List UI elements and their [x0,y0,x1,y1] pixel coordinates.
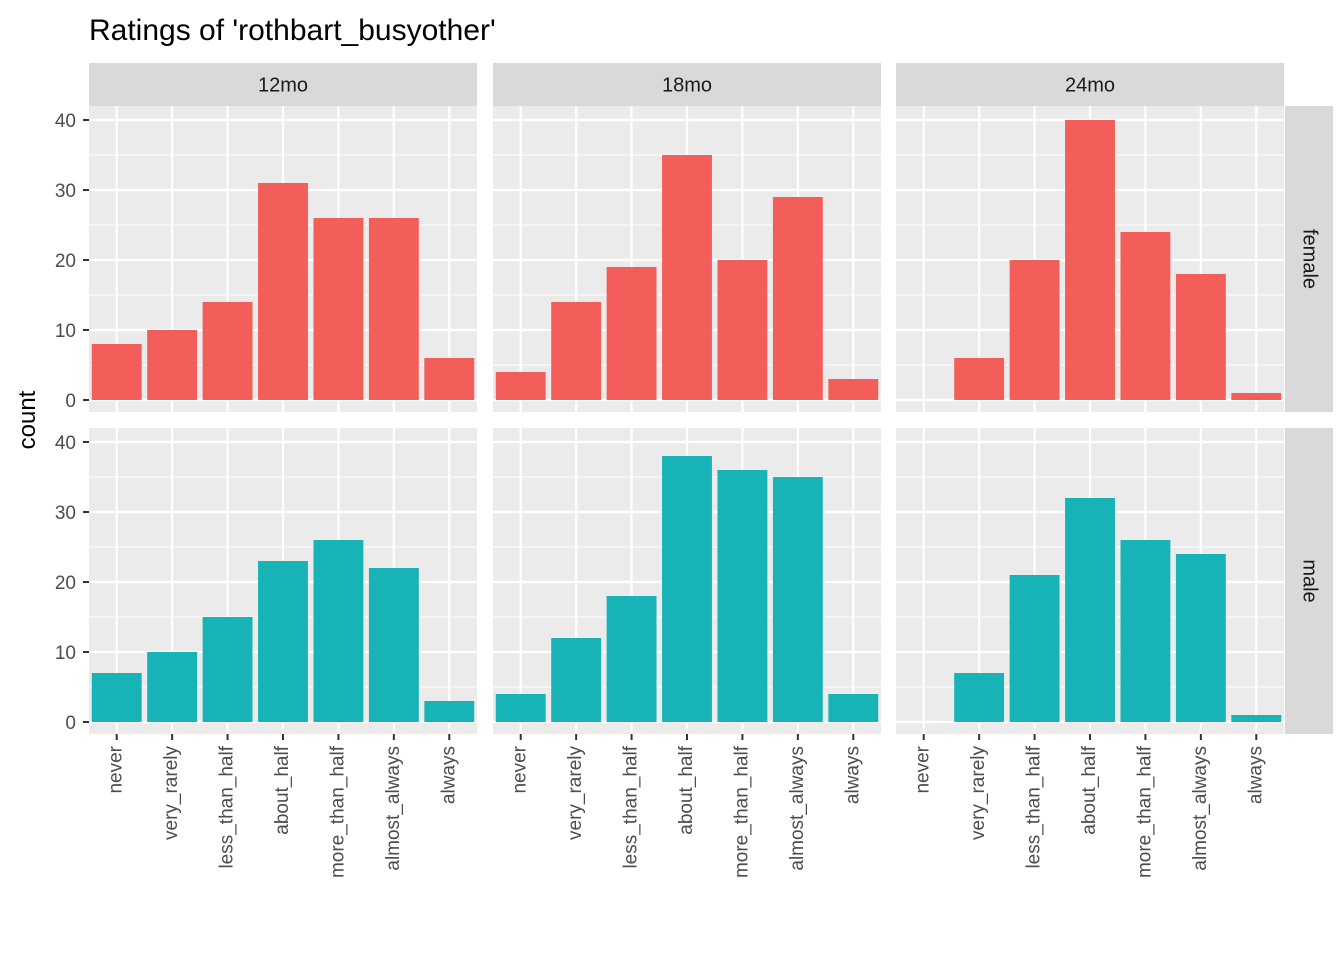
bar-almost_always [772,477,823,722]
bar-very_rarely [551,302,602,400]
chart-title: Ratings of 'rothbart_busyother' [89,14,496,47]
bar-very_rarely [954,358,1005,400]
bar-less_than_half [202,617,253,722]
bar-almost_always [1175,554,1226,722]
y-tick-label: 40 [55,111,76,132]
x-tick-label: very_rarely [565,746,586,840]
bar-less_than_half [1009,575,1060,722]
y-axis-label: count [14,390,41,449]
bar-more_than_half [1120,232,1171,400]
bar-about_half [1065,120,1115,400]
x-tick-label: almost_always [1190,746,1211,871]
bar-never [495,372,546,400]
panel-24mo-female [896,106,1284,412]
bar-less_than_half [606,267,657,400]
x-tick-label: less_than_half [1024,745,1045,868]
bar-always [828,379,879,400]
x-tick-label: very_rarely [968,746,989,840]
bar-more_than_half [717,260,768,400]
bar-always [1231,715,1282,722]
bar-very_rarely [954,673,1005,722]
facet-strip-label: 18mo [662,75,712,97]
bar-always [424,358,475,400]
bar-more_than_half [313,218,364,400]
panel-18mo-female [493,106,881,412]
bar-very_rarely [147,652,198,722]
bar-never [91,673,142,722]
bar-more_than_half [717,470,768,722]
bar-almost_always [368,218,419,400]
bar-always [424,701,475,722]
x-tick-label: more_than_half [731,745,752,878]
x-tick-label: very_rarely [161,746,182,840]
x-tick-label: almost_always [787,746,808,871]
y-tick-label: 0 [65,391,76,412]
x-tick-label: never [510,745,531,793]
bar-never [495,694,546,722]
bar-almost_always [772,197,823,400]
facet-strip-label: 24mo [1065,75,1115,97]
y-tick-label: 30 [55,181,76,202]
panel-12mo-female [89,106,477,412]
bar-very_rarely [551,638,602,722]
x-tick-label: almost_always [383,746,404,871]
bar-about_half [662,456,712,722]
bar-about_half [662,155,712,400]
bar-less_than_half [1009,260,1060,400]
facet-strip-12mo [89,63,477,106]
panel-12mo-male [89,428,477,734]
bar-about_half [1065,498,1115,722]
facet-panels: 12mo 18mo 24mo female male 0 10 20 30 40 0 10 20 30 40… [55,63,1333,878]
bar-almost_always [1175,274,1226,400]
x-tick-label: about_half [676,745,697,834]
bar-very_rarely [147,330,198,400]
row-strip-female [1285,106,1333,412]
panel-24mo-male [896,428,1284,734]
x-tick-label: more_than_half [327,745,348,878]
x-tick-label: about_half [1079,745,1100,834]
y-tick-label: 40 [55,433,76,454]
panel-18mo-male [493,428,881,734]
bar-about_half [258,183,308,400]
bar-more_than_half [313,540,364,722]
bar-less_than_half [606,596,657,722]
row-strip-label: male [1299,559,1321,602]
facet-strip-18mo [493,63,881,106]
bar-almost_always [368,568,419,722]
x-tick-label: always [842,746,863,804]
y-tick-label: 20 [55,251,76,272]
y-tick-label: 10 [55,643,76,664]
bar-never [91,344,142,400]
x-tick-label: always [1245,746,1266,804]
x-tick-label: less_than_half [217,745,238,868]
row-strip-male [1285,428,1333,734]
x-tick-label: more_than_half [1134,745,1155,878]
bar-about_half [258,561,308,722]
row-strip-label: female [1299,229,1321,289]
x-tick-label: about_half [272,745,293,834]
facet-strip-label: 12mo [258,75,308,97]
x-tick-label: never [913,745,934,793]
x-tick-label: always [438,746,459,804]
y-tick-label: 0 [65,713,76,734]
x-tick-label: never [106,745,127,793]
bar-more_than_half [1120,540,1171,722]
facet-strip-24mo [896,63,1284,106]
y-tick-label: 10 [55,321,76,342]
bar-always [828,694,879,722]
y-tick-label: 20 [55,573,76,594]
x-tick-label: less_than_half [621,745,642,868]
y-tick-label: 30 [55,503,76,524]
bar-less_than_half [202,302,253,400]
bar-always [1231,393,1282,400]
